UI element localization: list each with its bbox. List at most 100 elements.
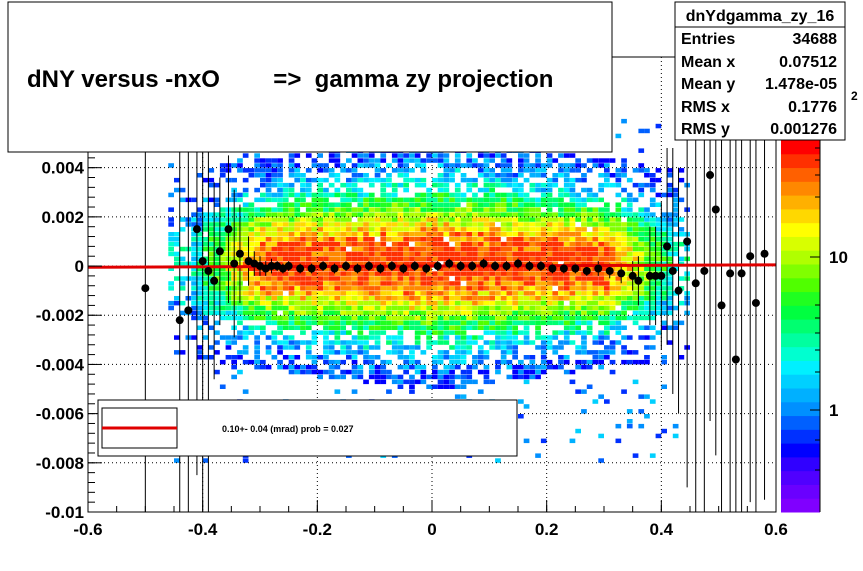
heatmap-cell xyxy=(202,177,209,183)
heatmap-cell xyxy=(357,325,364,330)
profile-point xyxy=(726,269,735,278)
heatmap-cell xyxy=(386,310,392,316)
heatmap-cell xyxy=(426,320,432,326)
heatmap-cell xyxy=(202,355,209,360)
heatmap-cell xyxy=(271,256,278,262)
heatmap-cell xyxy=(271,227,278,232)
heatmap-cell xyxy=(661,305,667,311)
heatmap-cell xyxy=(242,335,249,340)
heatmap-cell xyxy=(592,276,599,281)
heatmap-cell xyxy=(386,271,392,276)
heatmap-cell xyxy=(219,310,226,316)
heatmap-cell xyxy=(363,296,369,301)
heatmap-cell xyxy=(351,369,358,375)
heatmap-cell xyxy=(317,153,323,158)
heatmap-cell xyxy=(592,335,599,340)
heatmap-cell xyxy=(323,256,329,262)
heatmap-cell xyxy=(638,409,645,414)
heatmap-cell xyxy=(581,350,587,355)
heatmap-cell xyxy=(214,286,220,291)
heatmap-cell xyxy=(477,212,484,217)
heatmap-cell xyxy=(409,197,415,203)
heatmap-cell xyxy=(598,276,604,281)
heatmap-cell xyxy=(529,251,536,257)
heatmap-cell xyxy=(242,310,249,316)
heatmap-cell xyxy=(661,296,667,301)
heatmap-cell xyxy=(294,281,301,286)
heatmap-cell xyxy=(535,286,541,291)
heatmap-cell xyxy=(368,281,375,286)
heatmap-cell xyxy=(489,315,495,321)
heatmap-cell xyxy=(409,310,415,316)
heatmap-cell xyxy=(621,163,627,168)
heatmap-cell xyxy=(328,158,335,163)
heatmap-cell xyxy=(443,330,450,335)
heatmap-cell xyxy=(563,192,570,198)
heatmap-cell xyxy=(638,187,645,193)
heatmap-cell xyxy=(638,286,645,291)
heatmap-cell xyxy=(546,153,553,158)
heatmap-cell xyxy=(443,182,450,188)
heatmap-cell xyxy=(661,227,667,232)
heatmap-cell xyxy=(242,251,249,257)
heatmap-cell xyxy=(414,222,421,227)
heatmap-cell xyxy=(294,325,301,330)
heatmap-cell xyxy=(397,300,404,306)
heatmap-cell xyxy=(403,369,409,375)
colorbar-swatch xyxy=(781,208,820,224)
heatmap-cell xyxy=(449,271,455,276)
heatmap-cell xyxy=(346,340,352,345)
heatmap-cell xyxy=(409,212,415,217)
heatmap-cell xyxy=(214,296,220,301)
heatmap-cell xyxy=(460,379,467,385)
heatmap-cell xyxy=(426,212,432,217)
heatmap-cell xyxy=(644,212,650,217)
heatmap-cell xyxy=(443,281,450,286)
heatmap-cell xyxy=(621,335,627,340)
heatmap-cell xyxy=(569,217,576,222)
heatmap-cell xyxy=(489,217,495,222)
heatmap-cell xyxy=(277,222,283,227)
heatmap-cell xyxy=(271,281,278,286)
heatmap-cell xyxy=(523,232,530,237)
heatmap-cell xyxy=(535,369,541,375)
heatmap-cell xyxy=(340,232,346,237)
heatmap-cell xyxy=(586,300,593,306)
heatmap-cell xyxy=(403,281,409,286)
heatmap-cell xyxy=(357,310,364,316)
heatmap-cell xyxy=(563,182,570,188)
heatmap-cell xyxy=(592,310,599,316)
heatmap-cell xyxy=(460,222,467,227)
heatmap-cell xyxy=(420,276,427,281)
heatmap-cell xyxy=(569,369,576,375)
heatmap-cell xyxy=(403,202,409,207)
heatmap-cell xyxy=(535,320,541,326)
heatmap-cell xyxy=(420,212,427,217)
heatmap-cell xyxy=(586,310,593,316)
heatmap-cell xyxy=(563,173,570,178)
heatmap-cell xyxy=(661,320,667,326)
heatmap-cell xyxy=(386,251,392,257)
heatmap-cell xyxy=(609,325,616,330)
stats-mean-x-value: 0.07512 xyxy=(779,54,837,71)
heatmap-cell xyxy=(380,276,387,281)
heatmap-cell xyxy=(432,251,438,257)
heatmap-cell xyxy=(340,286,346,291)
heatmap-cell xyxy=(305,310,312,316)
heatmap-cell xyxy=(592,232,599,237)
heatmap-cell xyxy=(489,345,495,350)
heatmap-cell xyxy=(535,232,541,237)
heatmap-cell xyxy=(489,241,495,247)
heatmap-cell xyxy=(529,276,536,281)
heatmap-cell xyxy=(380,177,387,183)
heatmap-cell xyxy=(420,207,427,212)
heatmap-cell xyxy=(598,286,604,291)
stats-rms-x-label: RMS x xyxy=(681,99,730,116)
heatmap-cell xyxy=(581,256,587,262)
heatmap-cell xyxy=(512,330,518,335)
heatmap-cell xyxy=(558,222,564,227)
heatmap-cell xyxy=(414,286,421,291)
heatmap-cell xyxy=(592,359,599,365)
heatmap-cell xyxy=(202,310,209,316)
heatmap-cell xyxy=(644,305,650,311)
